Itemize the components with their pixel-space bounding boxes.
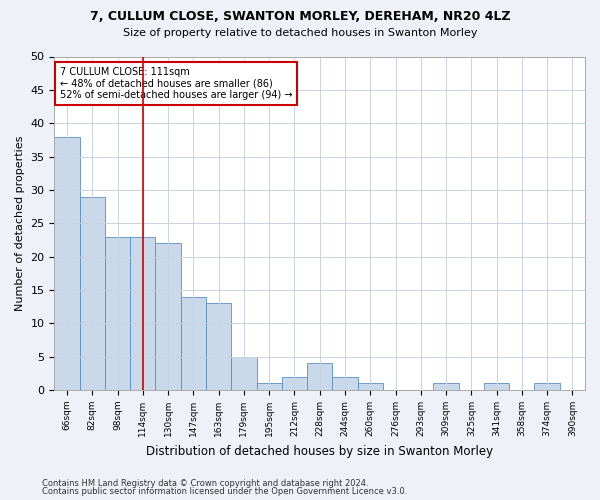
Text: Size of property relative to detached houses in Swanton Morley: Size of property relative to detached ho… [123, 28, 477, 38]
Bar [307, 364, 332, 390]
Bar [155, 244, 181, 390]
Bar [80, 196, 105, 390]
Bar [332, 376, 358, 390]
Bar [105, 236, 130, 390]
Bar [358, 384, 383, 390]
Bar [484, 384, 509, 390]
Text: 7 CULLUM CLOSE: 111sqm
← 48% of detached houses are smaller (86)
52% of semi-det: 7 CULLUM CLOSE: 111sqm ← 48% of detached… [60, 66, 292, 100]
Bar [206, 304, 231, 390]
Bar [282, 376, 307, 390]
Bar [181, 296, 206, 390]
Bar [231, 356, 257, 390]
Bar [257, 384, 282, 390]
Y-axis label: Number of detached properties: Number of detached properties [15, 136, 25, 311]
Bar [55, 136, 80, 390]
Text: 7, CULLUM CLOSE, SWANTON MORLEY, DEREHAM, NR20 4LZ: 7, CULLUM CLOSE, SWANTON MORLEY, DEREHAM… [89, 10, 511, 23]
Bar [433, 384, 458, 390]
Text: Contains HM Land Registry data © Crown copyright and database right 2024.: Contains HM Land Registry data © Crown c… [42, 478, 368, 488]
X-axis label: Distribution of detached houses by size in Swanton Morley: Distribution of detached houses by size … [146, 444, 493, 458]
Bar [535, 384, 560, 390]
Text: Contains public sector information licensed under the Open Government Licence v3: Contains public sector information licen… [42, 487, 407, 496]
Bar [130, 236, 155, 390]
